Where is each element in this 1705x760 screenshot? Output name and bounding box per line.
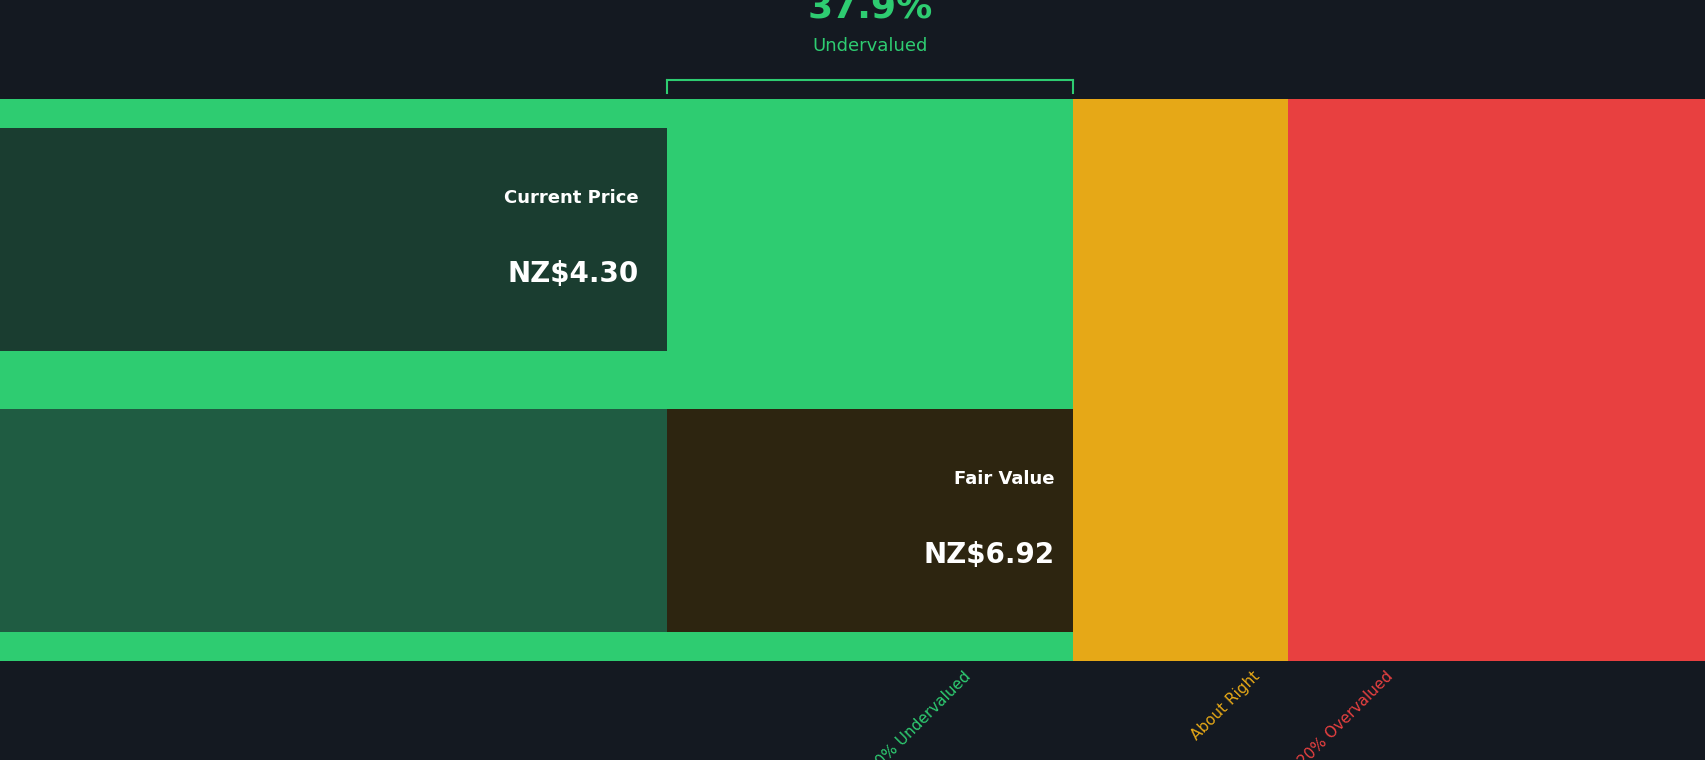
Bar (1287, 632, 1705, 661)
Bar (0, 351, 1072, 409)
Bar (667, 409, 1072, 632)
Text: Fair Value: Fair Value (953, 470, 1054, 488)
Text: 37.9%: 37.9% (806, 0, 933, 24)
Bar (1072, 128, 1287, 351)
Bar (0, 409, 1072, 632)
Bar (1072, 99, 1287, 128)
Text: About Right: About Right (1188, 669, 1262, 743)
Bar (1287, 409, 1705, 632)
Bar (0, 409, 1072, 632)
Text: 20% Overvalued: 20% Overvalued (1294, 669, 1395, 760)
Bar (0, 128, 667, 351)
Bar (0, 99, 1072, 128)
Text: Undervalued: Undervalued (812, 36, 928, 55)
Bar (1287, 99, 1705, 128)
Bar (0, 128, 1072, 351)
Text: NZ$4.30: NZ$4.30 (508, 260, 639, 287)
Bar (1287, 351, 1705, 409)
Bar (1287, 128, 1705, 351)
Text: NZ$6.92: NZ$6.92 (922, 541, 1054, 568)
Bar (1072, 409, 1287, 632)
Text: 20% Undervalued: 20% Undervalued (866, 669, 974, 760)
Bar (0, 632, 1072, 661)
Text: Current Price: Current Price (505, 188, 639, 207)
Bar (1072, 351, 1287, 409)
Bar (1072, 632, 1287, 661)
